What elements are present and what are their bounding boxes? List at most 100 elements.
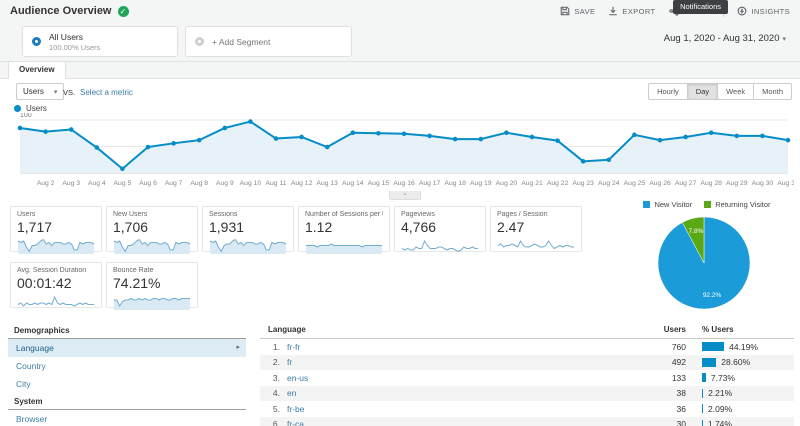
legend-returning-visitor: Returning Visitor — [704, 200, 771, 209]
language-link[interactable]: en-us — [287, 372, 309, 383]
notifications-tooltip: Notifications — [673, 0, 728, 14]
svg-text:Aug 29: Aug 29 — [726, 180, 748, 187]
language-table: Language Users % Users 1. fr-fr 760 44.19… — [260, 322, 794, 426]
scorecard-sessions-per-user[interactable]: Number of Sessions per User 1.12 — [298, 206, 390, 254]
annotations-expander[interactable] — [389, 191, 421, 200]
legend-dot-icon — [14, 105, 21, 112]
insights-label: INSIGHTS — [751, 6, 790, 16]
svg-text:Aug 13: Aug 13 — [316, 180, 338, 187]
table-row: 4. en 38 2.21% — [260, 385, 794, 401]
users-value: 30 — [676, 419, 686, 426]
svg-text:Aug 18: Aug 18 — [444, 180, 466, 187]
users-value: 492 — [671, 357, 686, 368]
nav-section-system: System — [8, 393, 246, 410]
svg-text:Aug 17: Aug 17 — [419, 180, 441, 187]
percent-bar — [702, 388, 704, 398]
legend-label: Returning Visitor — [715, 200, 771, 209]
save-label: SAVE — [574, 6, 596, 16]
chart-controls: Users VS. Select a metric Hourly Day Wee… — [0, 79, 800, 103]
row-rank: 4. — [272, 388, 280, 399]
scorecard-pages-per-session[interactable]: Pages / Session 2.47 — [490, 206, 582, 252]
scorecard-label: New Users — [113, 211, 148, 218]
save-button[interactable]: SAVE — [560, 6, 595, 16]
scorecard-bounce-rate[interactable]: Bounce Rate 74.21% — [106, 262, 198, 310]
svg-text:Aug 5: Aug 5 — [114, 180, 132, 187]
percent-value: 2.09% — [708, 403, 733, 414]
svg-text:Aug 7: Aug 7 — [165, 180, 183, 187]
svg-text:Aug 16: Aug 16 — [393, 180, 415, 187]
chevron-down-icon — [782, 36, 786, 43]
sparkline — [497, 239, 574, 250]
nav-item-country[interactable]: Country — [16, 361, 46, 371]
svg-text:Aug 21: Aug 21 — [521, 180, 543, 187]
insights-button[interactable]: INSIGHTS — [737, 6, 790, 16]
scorecard-sessions[interactable]: Sessions 1,931 — [202, 206, 294, 254]
save-icon — [561, 6, 570, 16]
column-users[interactable]: Users — [663, 325, 686, 334]
nav-item-browser[interactable]: Browser — [16, 414, 48, 424]
granularity-day-button[interactable]: Day — [686, 83, 719, 100]
table-row: 1. fr-fr 760 44.19% — [260, 339, 794, 355]
granularity-month-button[interactable]: Month — [753, 83, 792, 100]
segment-all-users[interactable]: All Users 100.00% Users — [22, 26, 178, 57]
svg-text:Aug 30: Aug 30 — [752, 180, 774, 187]
svg-text:Aug 14: Aug 14 — [342, 180, 364, 187]
granularity-week-button[interactable]: Week — [717, 83, 755, 100]
table-header: Language Users % Users — [260, 322, 794, 339]
svg-text:Aug 25: Aug 25 — [624, 180, 646, 187]
language-link[interactable]: fr-be — [287, 403, 305, 414]
sparkline — [113, 238, 191, 254]
chevron-down-icon — [54, 88, 58, 96]
language-link[interactable]: fr — [287, 357, 293, 368]
tab-band: Overview — [0, 61, 800, 79]
svg-text:7.8%: 7.8% — [689, 228, 704, 235]
select-metric-link[interactable]: Select a metric — [80, 87, 133, 97]
add-segment-button[interactable]: + Add Segment — [185, 26, 352, 57]
export-label: EXPORT — [622, 6, 656, 16]
date-range-selector[interactable]: Aug 1, 2020 - Aug 31, 2020 — [664, 33, 786, 44]
tab-overview[interactable]: Overview — [8, 61, 66, 79]
scorecard-value: 74.21% — [113, 275, 161, 291]
export-button[interactable]: EXPORT — [608, 6, 655, 16]
svg-text:Aug 12: Aug 12 — [291, 180, 313, 187]
visitor-type-pie-chart[interactable]: 92.2% 7.8% — [632, 213, 782, 313]
svg-text:92.2%: 92.2% — [703, 292, 722, 299]
nav-item-language[interactable]: Language — [8, 339, 246, 357]
users-value: 133 — [671, 372, 686, 383]
report-nav: Demographics Language Country City Syste… — [8, 322, 246, 426]
column-percent-users[interactable]: % Users — [702, 325, 734, 334]
percent-value: 7.73% — [710, 372, 735, 383]
sparkline — [114, 297, 190, 310]
visitor-type-panel: New Visitor Returning Visitor 92.2% 7.8% — [618, 200, 796, 320]
granularity-toggle: Hourly Day Week Month — [648, 83, 792, 100]
scorecard-value: 4,766 — [401, 219, 437, 235]
svg-text:Aug 26: Aug 26 — [649, 180, 671, 187]
svg-text:Aug 28: Aug 28 — [700, 180, 722, 187]
nav-item-city[interactable]: City — [16, 379, 31, 389]
scorecard-users[interactable]: Users 1,717 — [10, 206, 102, 254]
svg-text:100: 100 — [20, 113, 32, 119]
percent-bar — [702, 342, 725, 352]
svg-text:Aug 3: Aug 3 — [62, 180, 80, 187]
date-range-text: Aug 1, 2020 - Aug 31, 2020 — [663, 33, 780, 44]
language-link[interactable]: fr-fr — [287, 341, 301, 352]
legend-square-icon — [643, 201, 651, 208]
scorecard-avg-session-duration[interactable]: Avg. Session Duration 00:01:42 — [10, 262, 102, 308]
column-language[interactable]: Language — [268, 325, 306, 334]
language-link[interactable]: fr-ca — [287, 419, 304, 426]
sparkline — [209, 238, 287, 254]
scorecard-new-users[interactable]: New Users 1,706 — [106, 206, 198, 254]
table-row: 6. fr-ca 30 1.74% — [260, 416, 794, 426]
granularity-hourly-button[interactable]: Hourly — [648, 83, 688, 100]
language-link[interactable]: en — [287, 388, 297, 399]
metric-select-dropdown[interactable]: Users — [16, 83, 65, 100]
svg-text:Aug 11: Aug 11 — [265, 180, 286, 187]
add-segment-label: + Add Segment — [212, 36, 271, 47]
scorecard-value: 00:01:42 — [17, 275, 72, 291]
scorecard-value: 1,706 — [113, 219, 149, 235]
scorecard-pageviews[interactable]: Pageviews 4,766 — [394, 206, 486, 253]
svg-text:Aug 9: Aug 9 — [216, 180, 234, 187]
table-row: 2. fr 492 28.60% — [260, 354, 794, 370]
